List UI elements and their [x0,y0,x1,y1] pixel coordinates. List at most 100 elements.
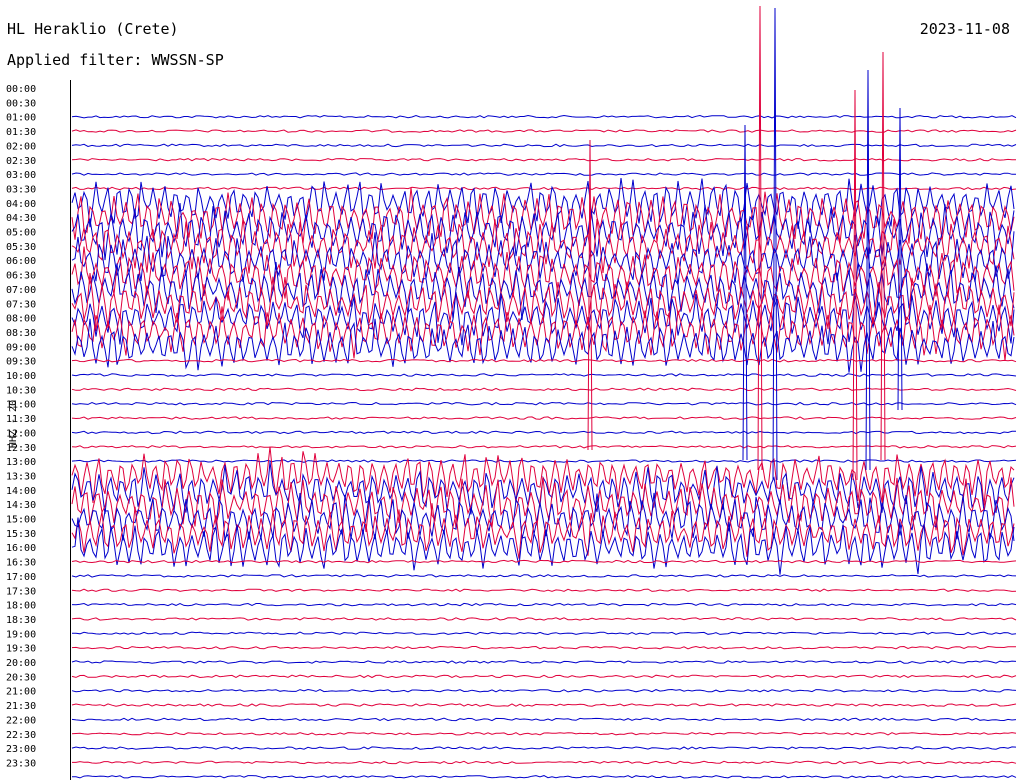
trace-row [71,446,1015,506]
trace-row [71,503,1015,559]
trace-row [71,517,1015,575]
time-tick-label: 02:30 [6,156,36,167]
trace-row [71,492,1015,542]
trace-row [71,588,1017,592]
time-tick-label: 09:30 [6,357,36,368]
trace-row [71,674,1017,679]
time-tick-label: 10:00 [6,371,36,382]
trace-row [71,401,1017,406]
trace-row [71,476,1015,532]
trace-row [71,574,1017,578]
time-tick-label: 03:30 [6,184,36,195]
channel-label: HHZ - 20 [8,400,19,448]
transient-spike [880,51,886,461]
trace-row [71,292,1015,346]
trace-row [71,373,1017,377]
time-tick-label: 10:30 [6,385,36,396]
time-tick-label: 07:30 [6,299,36,310]
time-tick-label: 17:30 [6,586,36,597]
trace-row [71,387,1017,392]
trace-row [71,416,1017,420]
trace-row [71,114,1017,119]
trace-row [71,660,1017,664]
trace-row [71,143,1017,148]
trace-row [72,775,1017,779]
time-tick-label: 20:00 [6,658,36,669]
trace-row [71,717,1017,722]
trace-row [71,732,1017,736]
time-tick-label: 22:30 [6,730,36,741]
trace-row [71,178,1015,233]
time-tick-label: 00:00 [6,84,36,95]
time-tick-label: 17:00 [6,572,36,583]
time-tick-label: 14:30 [6,500,36,511]
time-tick-label: 04:00 [6,199,36,210]
transient-spike [865,69,871,471]
trace-row [71,272,1015,332]
time-tick-label: 14:00 [6,486,36,497]
trace-row [71,645,1016,650]
seismic-traces [71,5,1017,779]
time-tick-label: 01:30 [6,127,36,138]
time-tick-label: 15:30 [6,529,36,540]
trace-row [71,703,1017,707]
time-tick-label: 21:30 [6,701,36,712]
time-tick-label: 22:00 [6,715,36,726]
time-tick-label: 05:00 [6,228,36,239]
filter-label: Applied filter: WWSSN-SP [7,51,224,69]
time-tick-label: 11:30 [6,414,36,425]
time-tick-label: 20:30 [6,672,36,683]
trace-row [71,231,1015,286]
time-tick-label: 18:00 [6,601,36,612]
trace-row [71,217,1015,274]
time-tick-label: 21:00 [6,687,36,698]
trace-row [71,186,1017,191]
trace-row [71,318,1015,373]
trace-row [71,459,1017,463]
date-label: 2023-11-08 [919,20,1010,38]
trace-row [71,746,1017,750]
transient-spike [897,107,903,411]
trace-row [71,202,1015,261]
transient-spike [742,124,748,461]
time-tick-label: 07:00 [6,285,36,296]
time-tick-labels: 00:00 00:30 01:00 01:30 02:00 02:30 03:00 03:30… [6,84,36,769]
trace-row [71,631,1017,636]
transient-spike [852,89,858,481]
time-tick-label: 12:00 [6,428,36,439]
trace-row [72,760,1017,765]
time-tick-label: 02:00 [6,141,36,152]
trace-row [71,559,1017,564]
trace-row [71,246,1015,301]
time-tick-label: 00:30 [6,98,36,109]
time-tick-label: 09:00 [6,342,36,353]
time-tick-label: 04:30 [6,213,36,224]
station-title: HL Heraklio (Crete) [7,20,179,38]
time-tick-label: 01:00 [6,113,36,124]
trace-row [71,688,1017,693]
trace-row [71,172,1017,176]
trace-row [71,261,1015,321]
time-tick-label: 06:00 [6,256,36,267]
transient-spike [587,139,593,451]
trace-row [71,129,1017,133]
trace-row [71,358,1017,363]
time-tick-label: 11:00 [6,400,36,411]
time-tick-label: 15:00 [6,515,36,526]
time-tick-label: 08:00 [6,314,36,325]
time-tick-label: 12:30 [6,443,36,454]
transient-spike [757,5,763,471]
trace-row [71,617,1017,621]
time-tick-label: 18:30 [6,615,36,626]
time-tick-label: 08:30 [6,328,36,339]
time-tick-label: 23:30 [6,758,36,769]
trace-row [71,445,1017,449]
time-tick-label: 13:30 [6,471,36,482]
time-tick-label: 06:30 [6,271,36,282]
time-tick-label: 03:00 [6,170,36,181]
time-tick-label: 19:00 [6,629,36,640]
trace-row [71,602,1017,607]
time-tick-label: 16:30 [6,558,36,569]
time-tick-label: 16:00 [6,543,36,554]
